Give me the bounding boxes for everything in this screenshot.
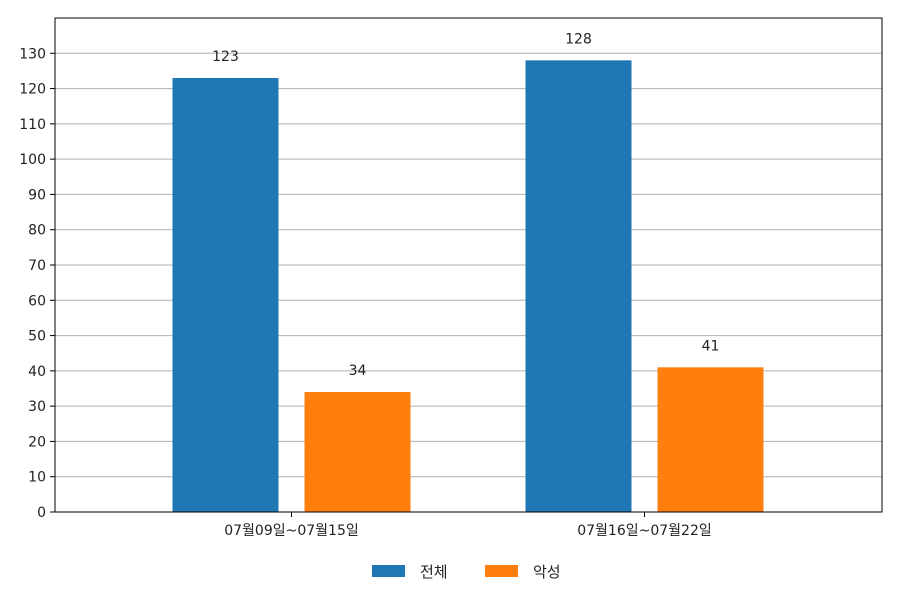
y-tick-label: 70	[28, 258, 46, 274]
y-tick-label: 20	[28, 434, 46, 450]
y-tick-label: 50	[28, 329, 46, 345]
y-tick-label: 80	[28, 223, 46, 239]
bar	[172, 77, 279, 512]
y-tick-label: 90	[28, 187, 46, 203]
y-tick-label: 0	[37, 505, 46, 521]
y-tick-label: 100	[19, 152, 46, 168]
data-label: 128	[565, 31, 592, 47]
bar	[657, 367, 764, 512]
legend-swatch	[372, 565, 405, 577]
x-tick-label: 07월09일~07월15일	[224, 523, 359, 539]
data-labels: 123 128 34 41	[212, 31, 719, 379]
y-tick-label: 30	[28, 399, 46, 415]
legend-swatch	[485, 565, 518, 577]
bars	[172, 60, 764, 512]
legend-label: 전체	[420, 563, 448, 581]
bar	[525, 60, 632, 512]
x-tick-label: 07월16일~07월22일	[577, 523, 712, 539]
data-label: 34	[349, 363, 367, 379]
axes: 0 10 20 30 40 50 60 70 80 90 100 110 120 130 07월09일~07…	[19, 17, 883, 539]
y-tick-label: 110	[19, 117, 46, 133]
y-tick-label: 130	[19, 46, 46, 62]
y-tick-label: 40	[28, 364, 46, 380]
legend: 전체 악성	[372, 563, 561, 581]
y-tick-label: 10	[28, 470, 46, 486]
bar	[304, 392, 411, 512]
data-label: 41	[702, 338, 720, 354]
data-label: 123	[212, 49, 239, 65]
y-tick-label: 120	[19, 82, 46, 98]
y-tick-label: 60	[28, 293, 46, 309]
legend-label: 악성	[533, 563, 561, 581]
